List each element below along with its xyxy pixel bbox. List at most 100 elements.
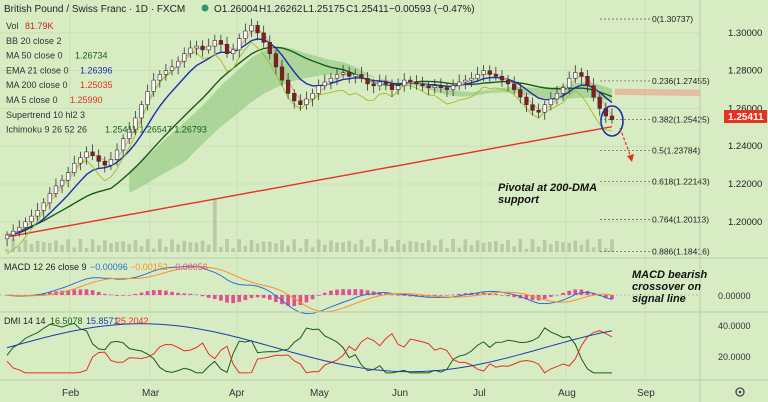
candle (102, 156, 107, 173)
cloud-segment (471, 91, 478, 96)
cloud-segment (257, 50, 264, 98)
candle-body (84, 151, 89, 158)
volume-bar (408, 241, 413, 252)
macd-hist-bar (84, 289, 89, 295)
fib-levels: 0(1.30737) 0.236(1.27455) 0.382(1.25425) 0.… (600, 14, 710, 257)
candle (499, 70, 505, 87)
volume-bar (591, 247, 596, 252)
market-status-icon (201, 4, 209, 12)
volume-bar (274, 243, 278, 252)
month-label: Jul (473, 388, 486, 399)
macd-signal-line (7, 266, 613, 313)
price-axis[interactable]: 1.30000 1.28000 1.26000 1.24000 1.22000 1.200… (728, 28, 762, 228)
volume-bar (353, 244, 358, 252)
macd-hist-bar (347, 289, 352, 295)
candle-body (35, 210, 40, 217)
macd-hist-bar (255, 295, 260, 298)
macd-hist-bar (610, 295, 614, 300)
candle-body (292, 93, 297, 102)
macd-hist-bar (335, 289, 339, 295)
candle-body (285, 79, 291, 94)
volume-bar (414, 241, 419, 252)
volume-bar (66, 239, 70, 252)
volume-bar (90, 239, 95, 252)
candle (481, 64, 486, 82)
candle (212, 34, 217, 54)
candle (512, 76, 517, 95)
volume-bar (451, 239, 455, 252)
volume-bar (542, 239, 547, 252)
volume-bar (219, 247, 223, 252)
volume-bar (176, 244, 180, 252)
candle-body (493, 74, 498, 77)
candle (194, 40, 199, 56)
candle (249, 18, 254, 38)
volume-bar (402, 243, 407, 252)
macd-value: −0.00096 (90, 262, 128, 272)
macd-hist-bar (212, 295, 217, 300)
volume-bar (17, 246, 22, 252)
candle (359, 66, 364, 83)
indicator-lines (6, 29, 613, 255)
cloud-segment (220, 80, 228, 127)
macd-hist-bar (567, 290, 572, 295)
candle-body (377, 81, 382, 87)
candle-body (4, 234, 10, 240)
candle-body (567, 77, 572, 88)
ema21-line (6, 38, 613, 236)
cloud-segment (477, 90, 484, 96)
macd-hist-bar (329, 290, 333, 295)
macd-hist-bar (457, 293, 462, 295)
candle (53, 178, 59, 198)
cloud-segment (147, 149, 154, 184)
candle (322, 74, 327, 91)
macd-hist-bar (157, 289, 162, 295)
volume-bar (573, 240, 578, 252)
candle (609, 108, 615, 124)
volume-bar (487, 241, 492, 252)
candle-body (133, 117, 138, 130)
time-axis[interactable]: Feb Mar Apr May Jun Jul Aug Sep (62, 388, 655, 399)
volume-bar (384, 239, 388, 252)
cloud-segment (202, 99, 209, 145)
candle (457, 74, 462, 91)
dmi-tick-40: 40.0000 (718, 321, 751, 331)
candle-body (212, 40, 217, 47)
month-label: Mar (142, 388, 160, 399)
candle (371, 78, 376, 94)
volume-bar (500, 243, 504, 252)
macd-hist-bar (591, 293, 596, 295)
macd-hist-bar (231, 295, 235, 304)
candle (597, 91, 602, 116)
candle-body (469, 77, 474, 81)
volume-bar (561, 242, 565, 252)
macd-hist-bar (432, 295, 437, 297)
volume-bar (310, 247, 315, 252)
volume-bar (157, 239, 162, 252)
candle-body (609, 115, 615, 121)
macd-hist-bar (127, 295, 132, 296)
volume-bar (377, 248, 382, 252)
settings-gear-icon[interactable] (735, 387, 745, 397)
candle (224, 36, 230, 58)
candle-body (457, 81, 462, 87)
macd-hist-bar (579, 289, 584, 295)
candle (548, 91, 553, 111)
arrow-head-icon (627, 154, 634, 162)
price-tick: 1.24000 (728, 141, 762, 152)
month-label: Sep (637, 388, 655, 399)
candle (133, 110, 138, 136)
candle (573, 65, 578, 84)
macd-signal-value: −0.00152 (130, 262, 168, 272)
cloud-segment (605, 86, 612, 102)
price-tick: 1.20000 (728, 217, 762, 228)
volume-bar (610, 239, 614, 252)
volume-bar (188, 242, 193, 252)
macd-hist-bar (225, 295, 229, 303)
candle-body (383, 81, 389, 85)
candle (261, 25, 266, 48)
candle (182, 47, 187, 68)
volume-bar (35, 241, 40, 252)
indicator-legend: Vol 81.79K BB 20 close 2 MA 50 close 0 1.267… (6, 21, 207, 135)
